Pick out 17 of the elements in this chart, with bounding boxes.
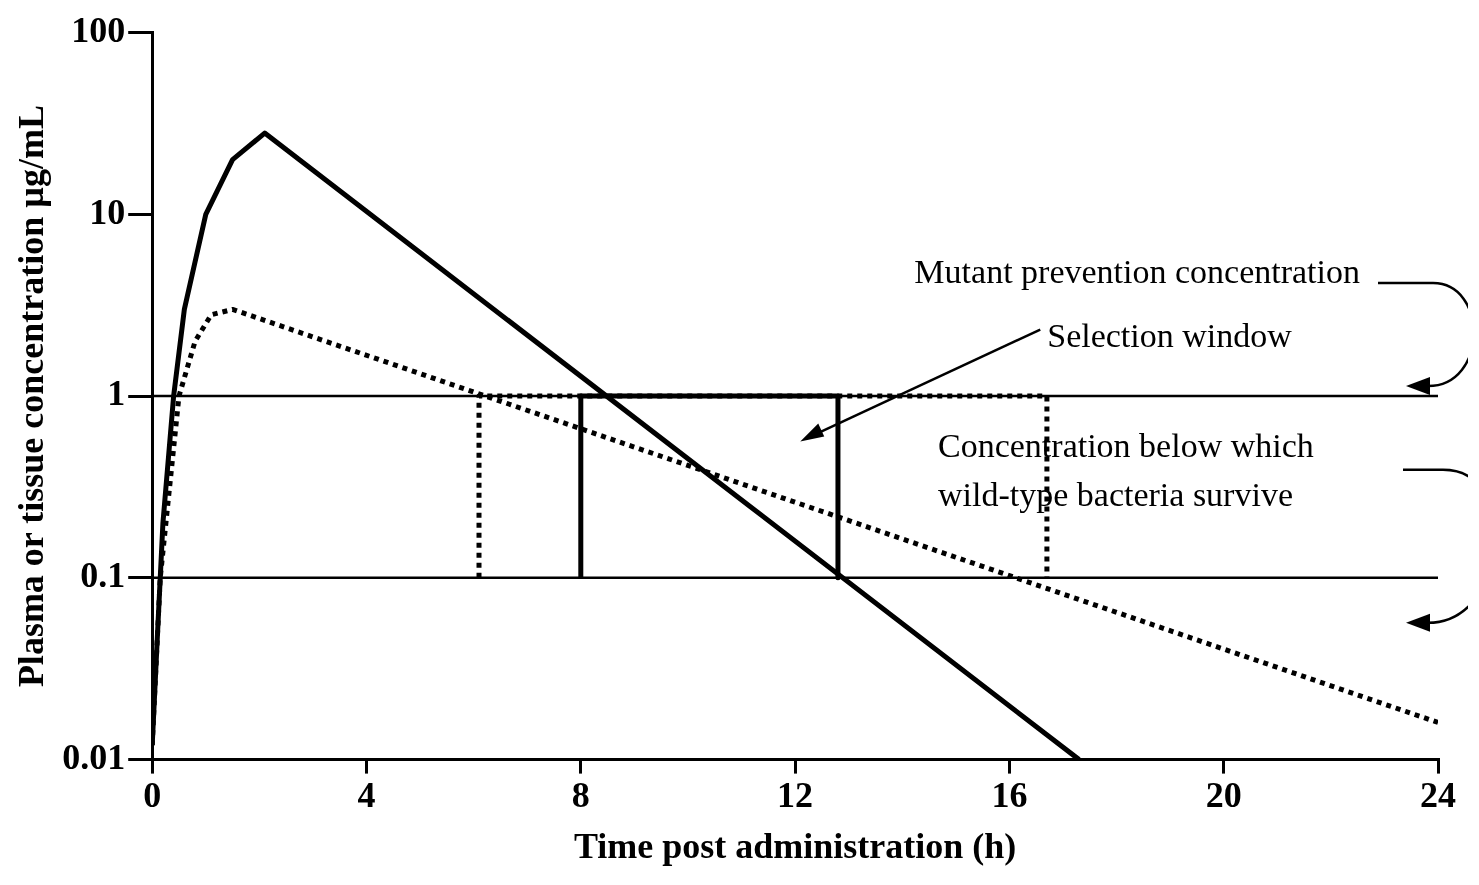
x-tick-label: 16 xyxy=(991,775,1028,816)
x-tick-label: 12 xyxy=(777,775,814,816)
y-axis-title: Plasma or tissue concentration µg/mL xyxy=(10,105,51,688)
y-tick-label: 1 xyxy=(107,373,126,414)
y-tick-label: 0.1 xyxy=(80,555,126,596)
y-tick-label: 0.01 xyxy=(62,736,126,777)
y-tick-label: 100 xyxy=(71,9,126,50)
x-tick-label: 0 xyxy=(143,775,162,816)
annotation: Concentration below which wild-type bacteria survive xyxy=(938,426,1314,513)
x-tick-label: 4 xyxy=(357,775,376,816)
x-tick-label: 8 xyxy=(571,775,590,816)
y-tick-label: 10 xyxy=(89,191,126,232)
x-tick-label: 20 xyxy=(1205,775,1242,816)
x-axis-title: Time post administration (h) xyxy=(573,825,1017,866)
annotation: Mutant prevention concentration xyxy=(914,253,1360,291)
x-tick-label: 24 xyxy=(1420,775,1456,816)
annotation: Selection window xyxy=(1047,316,1293,354)
